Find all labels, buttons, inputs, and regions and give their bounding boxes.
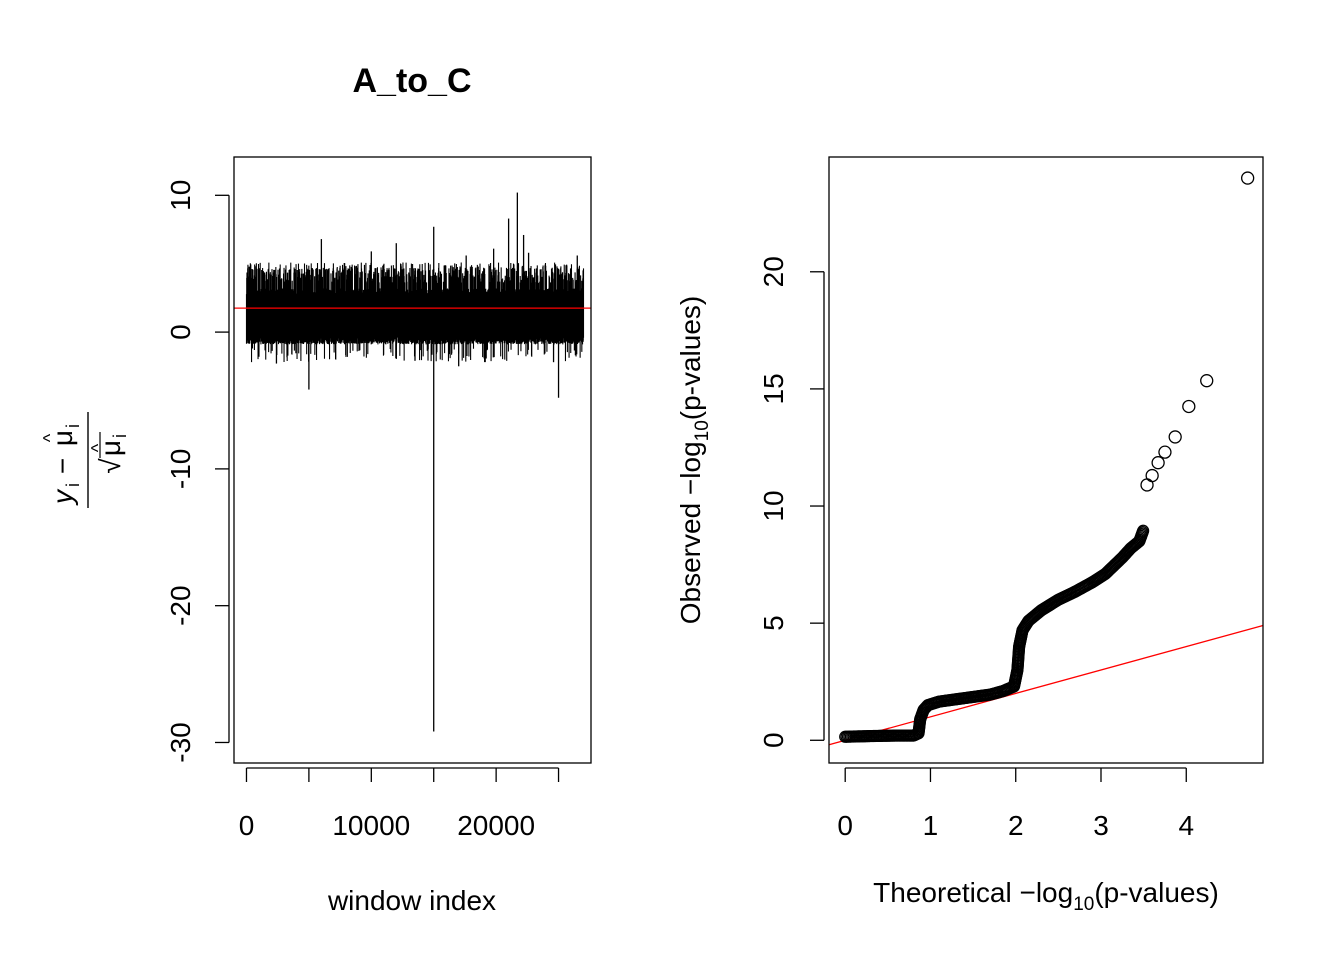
ylabel-numerator-mu-sub: i [63,424,83,428]
qq-y-tick-label-2: 10 [758,490,789,521]
qq-xlabel-tail: (p-values) [1094,877,1218,908]
residual-x-axis-label: window index [327,885,496,916]
qq-outlier-point-0 [1140,478,1154,492]
qq-outlier-point-3 [1158,445,1172,459]
qq-xlabel-sub: 10 [1073,894,1094,915]
residual-y-axis-label: y i − μ ^ i √ μ ^ i [40,412,130,508]
residual-plot-frame [233,156,592,764]
residual-series [245,192,585,732]
qq-y-tick-label-0: 0 [758,732,789,748]
qq-points [839,171,1255,743]
ylabel-numerator-mu: μ [47,430,78,446]
qq-outlier-point-1 [1145,468,1159,483]
residual-x-axis: 0 10000 20000 [239,767,560,841]
qq-x-tick-label-1: 1 [923,810,939,841]
qq-x-tick-label-0: 0 [837,810,853,841]
qq-xlabel-main: Theoretical −log [873,877,1073,908]
ylabel-minus: − [47,458,78,474]
qq-point-288 [1137,524,1150,537]
qq-y-tick-label-3: 15 [758,373,789,404]
qq-x-tick-label-3: 3 [1093,810,1109,841]
residual-y-axis: 10 0 -10 -20 -30 [165,180,230,763]
residual-core [246,296,584,337]
qq-y-axis-label: Observed −log10(p-values) [675,296,713,625]
ylabel-numerator-y: y [47,488,78,506]
residual-x-tick-label-1: 10000 [332,810,410,841]
residual-x-tick-label-2: 20000 [457,810,535,841]
residual-y-tick-label-0: 10 [165,180,196,211]
qq-outlier-point-4 [1168,430,1182,444]
qq-x-tick-label-2: 2 [1008,810,1024,841]
qq-outlier-point-2 [1151,456,1165,470]
qq-reference-line [828,624,1264,746]
qq-y-tick-label-1: 5 [758,615,789,631]
qq-x-tick-label-4: 4 [1178,810,1194,841]
qq-x-axis-label: Theoretical −log10(p-values) [873,877,1219,915]
qq-y-axis: 0 5 10 15 20 [758,256,825,748]
residual-plot: A_to_C 0 10000 20000 10 0 -10 -20 -30 window i… [40,62,592,916]
qq-x-axis: 0 1 2 3 4 [837,767,1194,841]
ylabel-denominator-hat: ^ [88,443,108,452]
ylabel-numerator-hat: ^ [40,433,60,442]
qq-outlier-point-7 [1241,171,1255,185]
qq-ylabel-main: Observed −log [675,441,706,624]
ylabel-denominator-sub: i [110,434,130,438]
ylabel-numerator-sub: i [63,483,83,487]
qq-outlier-point-6 [1200,374,1214,388]
residual-y-tick-label-3: -20 [165,585,196,625]
qq-outlier-point-5 [1182,399,1196,414]
residual-y-tick-label-1: 0 [165,324,196,340]
chart-title: A_to_C [352,62,471,100]
qq-ylabel-tail: (p-values) [675,296,706,420]
qq-y-tick-label-4: 20 [758,256,789,287]
qq-plot-frame [828,156,1264,764]
residual-y-tick-label-2: -10 [165,449,196,489]
residual-x-tick-label-0: 0 [239,810,255,841]
ylabel-denominator-mu: μ [95,440,126,456]
residual-y-tick-label-4: -30 [165,722,196,762]
ylabel-sqrt: √ [95,458,126,474]
qq-ylabel-sub: 10 [692,420,713,441]
